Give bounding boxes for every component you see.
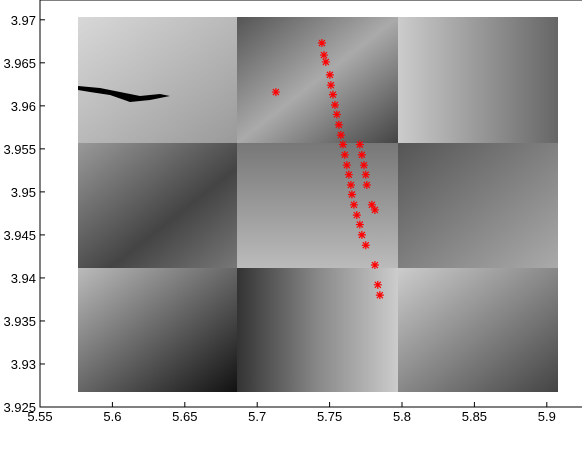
star-marker: [347, 190, 356, 199]
x-tick-label: 5.65: [172, 409, 197, 424]
y-tick-label: 3.94: [11, 271, 36, 286]
x-tick-label: 5.75: [317, 409, 342, 424]
star-marker: [319, 51, 328, 60]
star-marker: [359, 161, 368, 170]
star-marker: [355, 220, 364, 229]
star-marker: [349, 200, 358, 209]
star-marker: [346, 181, 355, 189]
star-marker: [361, 170, 370, 179]
y-tick-label: 3.96: [11, 99, 36, 114]
y-tick-label: 3.95: [11, 185, 36, 200]
star-marker: [325, 70, 334, 79]
star-marker: [321, 57, 330, 66]
x-tick-label: 5.6: [103, 409, 121, 424]
star-marker: [373, 280, 382, 289]
star-marker: [357, 230, 366, 239]
x-tick-label: 5.55: [27, 409, 52, 424]
star-marker: [370, 261, 379, 270]
star-marker: [375, 291, 384, 300]
y-tick-label: 3.955: [3, 142, 36, 157]
star-marker: [361, 241, 370, 250]
y-tick-label: 3.93: [11, 357, 36, 372]
axes-box: [39, 0, 582, 408]
star-marker: [332, 110, 341, 119]
x-tick-label: 5.8: [393, 409, 411, 424]
star-marker: [338, 140, 347, 149]
y-tick-label: 3.935: [3, 314, 36, 329]
x-tick-label: 5.7: [248, 409, 266, 424]
star-marker: [344, 170, 353, 179]
x-tick-label: 5.85: [462, 409, 487, 424]
star-marker: [370, 205, 379, 214]
star-marker: [271, 88, 280, 97]
star-marker: [367, 200, 376, 209]
star-marker: [342, 161, 351, 170]
y-tick-label: 3.965: [3, 56, 36, 71]
star-marker: [330, 100, 339, 109]
y-tick-label: 3.925: [3, 400, 36, 415]
star-marker: [334, 120, 343, 129]
x-tick-label: 5.9: [538, 409, 556, 424]
star-marker: [357, 150, 366, 159]
star-marker: [336, 131, 345, 140]
star-marker: [352, 211, 361, 220]
star-marker: [340, 150, 349, 159]
star-marker: [317, 39, 326, 48]
star-marker: [326, 81, 335, 90]
star-marker: [328, 90, 337, 99]
terrain-image: [78, 17, 558, 392]
y-tick-label: 3.97: [11, 13, 36, 28]
y-tick-label: 3.945: [3, 228, 36, 243]
star-marker: [355, 140, 364, 149]
star-marker: [362, 181, 371, 189]
